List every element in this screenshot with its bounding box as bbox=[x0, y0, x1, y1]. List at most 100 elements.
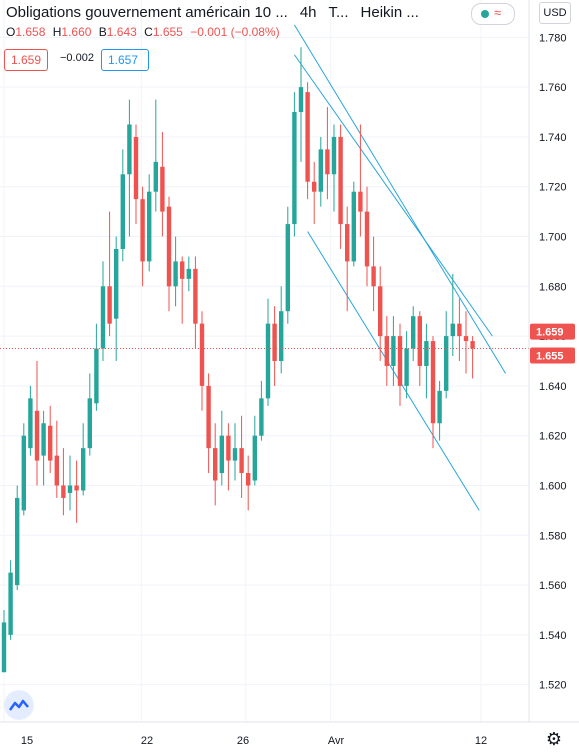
candle-body bbox=[285, 224, 290, 312]
channel-lines bbox=[293, 24, 507, 511]
y-tick-label: 1.760 bbox=[539, 82, 567, 94]
x-tick-label: 15 bbox=[21, 735, 33, 747]
candle-body bbox=[133, 136, 139, 200]
symbol-title[interactable]: Obligations gouvernement américain 10 ..… bbox=[6, 4, 288, 21]
candle-body bbox=[397, 336, 403, 386]
price-label: 1.655 bbox=[536, 351, 564, 363]
candle-body bbox=[226, 435, 231, 461]
y-tick-label: 1.700 bbox=[539, 232, 567, 244]
candle-body bbox=[338, 136, 343, 225]
x-tick-label: 22 bbox=[141, 735, 153, 747]
price-label-bg bbox=[530, 347, 575, 364]
time-axis: 15 22 26 Avr 12 bbox=[21, 735, 487, 747]
candle-body bbox=[430, 341, 436, 424]
candle-body bbox=[34, 410, 40, 461]
settings-gear-icon[interactable]: ⚙ bbox=[545, 729, 563, 749]
candle-body bbox=[120, 174, 125, 249]
candle-body bbox=[411, 316, 416, 349]
open-label: O bbox=[6, 25, 16, 39]
chart-grid bbox=[0, 0, 529, 722]
candle-body bbox=[100, 286, 106, 349]
candle-body bbox=[358, 191, 363, 212]
candle-body bbox=[292, 112, 297, 225]
candle-body bbox=[61, 485, 66, 498]
candle-body bbox=[206, 385, 211, 449]
candle-body bbox=[279, 311, 284, 361]
candle-body bbox=[312, 181, 317, 192]
y-tick-label: 1.620 bbox=[539, 431, 567, 443]
candle-body bbox=[199, 323, 205, 386]
candle-body bbox=[219, 435, 224, 474]
buy-button[interactable]: 1.657 bbox=[101, 49, 149, 71]
candle-body bbox=[147, 191, 152, 262]
channel-line bbox=[293, 24, 507, 374]
candle-body bbox=[391, 336, 396, 366]
candle-body bbox=[114, 248, 119, 319]
candle-body bbox=[364, 211, 370, 267]
candle-body bbox=[384, 336, 389, 366]
candle-body bbox=[378, 286, 383, 337]
open-value: 1.658 bbox=[15, 25, 46, 39]
y-tick-label: 1.640 bbox=[539, 381, 567, 393]
price-labels: 1.659 1.655 bbox=[530, 323, 575, 364]
price-label-bg bbox=[530, 323, 575, 340]
candle-body bbox=[325, 149, 330, 175]
candle-body bbox=[180, 261, 185, 279]
ohlc-readout: O1.658 H1.660 B1.643 C1.655 −0.001 (−0.0… bbox=[6, 25, 284, 39]
candle-body bbox=[15, 497, 20, 586]
y-tick-label: 1.740 bbox=[539, 132, 567, 144]
candle-body bbox=[160, 166, 165, 212]
sell-button[interactable]: 1.659 bbox=[4, 49, 48, 71]
candle-body bbox=[239, 448, 244, 474]
exchange-label: T... bbox=[328, 4, 349, 21]
candle-body bbox=[298, 87, 304, 113]
currency-badge[interactable]: USD bbox=[539, 2, 571, 24]
candle-body bbox=[265, 323, 271, 399]
y-tick-label: 1.780 bbox=[539, 32, 567, 44]
price-axis: 1.5201.5401.5601.5801.6001.6201.6401.660… bbox=[539, 32, 567, 691]
price-label: 1.659 bbox=[536, 327, 564, 339]
candle-body bbox=[107, 286, 112, 324]
chart-style-label[interactable]: Heikin ... bbox=[360, 4, 419, 21]
chart-header: Obligations gouvernement américain 10 ..… bbox=[6, 4, 431, 21]
candle-body bbox=[21, 435, 26, 511]
x-tick-label: 12 bbox=[475, 735, 487, 747]
candle-body bbox=[87, 398, 92, 449]
candle-body bbox=[345, 224, 350, 262]
candle-body bbox=[153, 161, 158, 192]
market-status[interactable]: ≈ bbox=[471, 3, 515, 25]
candle-body bbox=[41, 423, 46, 456]
channel-line bbox=[293, 54, 493, 337]
high-value: 1.660 bbox=[61, 25, 92, 39]
candle-body bbox=[232, 448, 238, 461]
candle-body bbox=[470, 341, 475, 349]
change-value: −0.001 (−0.08%) bbox=[190, 25, 280, 39]
candle-body bbox=[246, 473, 251, 486]
candles bbox=[1, 47, 475, 673]
candle-body bbox=[213, 448, 218, 481]
candle-body bbox=[48, 425, 53, 461]
candle-body bbox=[173, 261, 178, 287]
candle-body bbox=[252, 435, 257, 481]
candle-body bbox=[444, 336, 449, 391]
low-value: 1.643 bbox=[106, 25, 137, 39]
wave-icon: ≈ bbox=[494, 5, 502, 20]
candle-body bbox=[140, 199, 145, 262]
y-tick-label: 1.540 bbox=[539, 630, 567, 642]
y-tick-label: 1.600 bbox=[539, 480, 567, 492]
interval-label[interactable]: 4h bbox=[299, 4, 317, 21]
candle-body bbox=[259, 398, 264, 436]
candle-body bbox=[28, 398, 33, 449]
candle-body bbox=[54, 455, 59, 486]
tradingview-logo-icon[interactable] bbox=[4, 690, 34, 720]
time-axis-bg bbox=[0, 722, 579, 755]
y-tick-label: 1.580 bbox=[539, 530, 567, 542]
candle-body bbox=[351, 191, 356, 262]
close-value: 1.655 bbox=[152, 25, 183, 39]
y-tick-label: 1.680 bbox=[539, 281, 567, 293]
candle-body bbox=[318, 149, 323, 192]
candle-body bbox=[417, 316, 422, 366]
low-label: B bbox=[98, 25, 107, 39]
candle-body bbox=[186, 268, 191, 279]
